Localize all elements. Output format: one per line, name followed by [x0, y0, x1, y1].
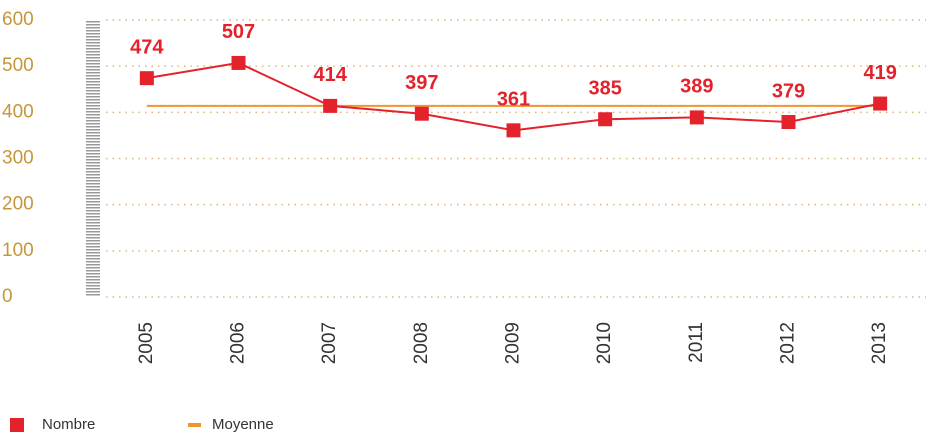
marker [139, 71, 154, 86]
y-tick-label: 100 [2, 240, 34, 261]
marker [414, 106, 429, 121]
x-tick-label: 2005 [136, 322, 157, 364]
marker [323, 98, 338, 113]
data-label: 397 [405, 72, 438, 94]
marker [873, 96, 888, 111]
x-tick-label: 2010 [594, 322, 615, 364]
marker [781, 115, 796, 130]
data-label: 419 [863, 62, 896, 84]
legend-swatch [10, 418, 24, 432]
x-tick-label: 2008 [411, 322, 432, 364]
marker [598, 112, 613, 127]
y-tick-label: 0 [2, 286, 13, 307]
data-label: 385 [588, 78, 621, 100]
x-tick-label: 2013 [869, 322, 890, 364]
axis-hatch [86, 20, 100, 297]
y-tick-label: 300 [2, 148, 34, 169]
legend-swatch [188, 423, 201, 427]
data-label: 389 [680, 76, 713, 98]
x-tick-label: 2011 [686, 322, 707, 363]
data-label: 414 [313, 64, 347, 86]
data-label: 361 [497, 89, 530, 111]
marker [689, 110, 704, 125]
data-label: 379 [772, 80, 805, 102]
marker [506, 123, 521, 138]
legend-label: Moyenne [212, 416, 274, 433]
legend-label: Nombre [42, 416, 95, 433]
x-tick-label: 2007 [319, 322, 340, 364]
marker [231, 55, 246, 70]
data-label: 507 [222, 21, 255, 43]
x-tick-label: 2012 [778, 322, 799, 364]
y-tick-label: 500 [2, 55, 34, 76]
x-tick-label: 2006 [228, 322, 249, 364]
x-tick-label: 2009 [503, 322, 524, 364]
data-label: 474 [130, 36, 164, 58]
y-tick-label: 400 [2, 101, 34, 122]
y-tick-label: 600 [2, 9, 34, 30]
y-tick-label: 200 [2, 194, 34, 215]
